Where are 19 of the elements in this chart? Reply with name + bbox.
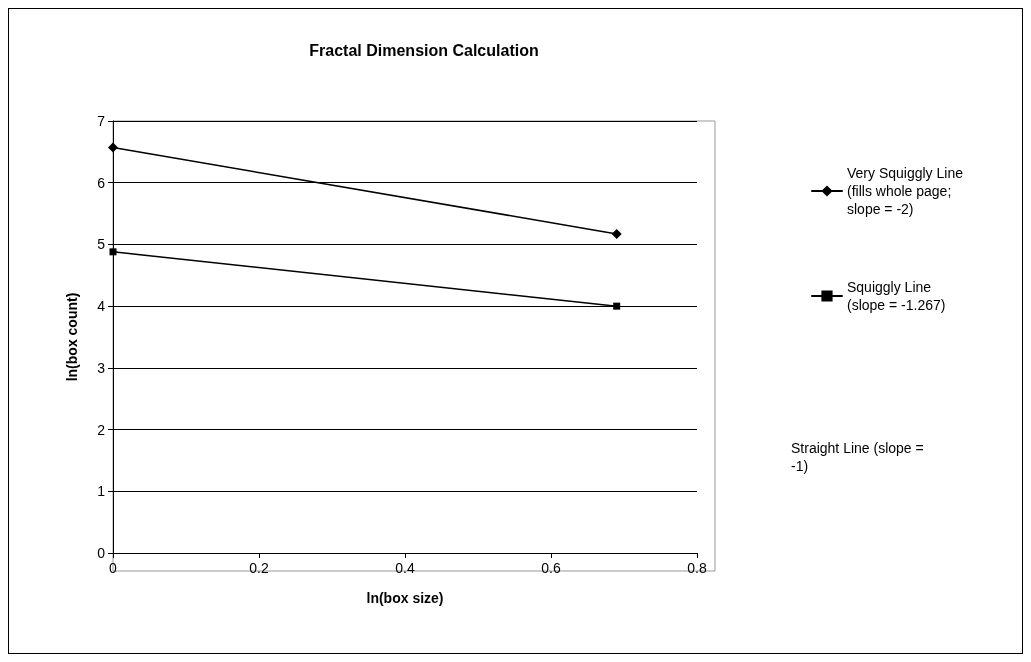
y-tick-label: 0 [97,545,106,561]
y-tick-label: 4 [97,298,106,315]
legend-label: Very Squiggly Line (fills whole page; slope = -2) [847,165,967,217]
y-tick-label: 3 [97,359,106,376]
x-tick-label: 0.4 [395,560,415,576]
x-tick-label: 0.8 [687,560,707,576]
y-tick-label: 2 [97,421,106,438]
y-axis-title: ln(box count) [64,292,80,382]
y-tick-label: 1 [97,483,106,500]
x-tick-label: 0.6 [541,560,561,576]
text: Straight Line (slope = -1) [791,440,928,474]
x-tick-label: 0 [109,560,118,576]
x-tick-label: 0.2 [249,560,269,576]
x-axis-title: ln(box size) [366,590,444,606]
chart-title: Fractal Dimension Calculation [309,41,539,59]
y-tick-label: 6 [97,174,106,191]
y-tick-label: 5 [97,236,106,253]
y-tick-label: 7 [97,113,106,129]
legend-label: Squiggly Line (slope = -1.267) [847,279,946,313]
